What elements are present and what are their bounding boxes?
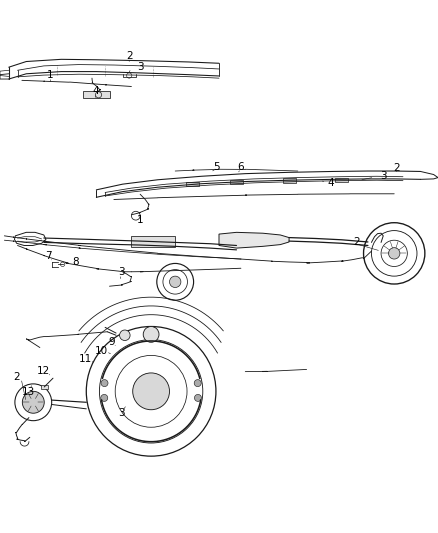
Text: 2: 2 bbox=[353, 237, 360, 247]
Text: 10: 10 bbox=[95, 345, 108, 356]
Bar bbox=[131, 236, 175, 247]
Text: 9: 9 bbox=[108, 337, 115, 347]
Circle shape bbox=[389, 248, 400, 259]
Text: 3: 3 bbox=[380, 171, 387, 181]
Text: 3: 3 bbox=[118, 408, 125, 418]
Text: 2: 2 bbox=[126, 51, 133, 61]
Circle shape bbox=[170, 276, 181, 287]
Text: 2: 2 bbox=[13, 372, 20, 382]
Circle shape bbox=[194, 394, 201, 401]
Text: 4: 4 bbox=[327, 178, 334, 188]
Text: 3: 3 bbox=[118, 267, 125, 277]
Text: 12: 12 bbox=[37, 366, 50, 376]
Bar bbox=[335, 177, 348, 182]
Circle shape bbox=[22, 391, 44, 413]
Text: 5: 5 bbox=[213, 161, 220, 172]
Text: 1: 1 bbox=[47, 70, 54, 80]
Text: 11: 11 bbox=[79, 354, 92, 365]
Circle shape bbox=[194, 379, 201, 386]
Text: 8: 8 bbox=[72, 257, 79, 267]
Polygon shape bbox=[219, 232, 289, 248]
Circle shape bbox=[143, 327, 159, 342]
Text: 7: 7 bbox=[45, 251, 52, 261]
Circle shape bbox=[120, 330, 130, 341]
Text: 6: 6 bbox=[237, 161, 244, 172]
Bar bbox=[41, 385, 48, 389]
Circle shape bbox=[101, 394, 108, 401]
Text: 4: 4 bbox=[92, 86, 99, 96]
Circle shape bbox=[133, 373, 170, 410]
Text: 1: 1 bbox=[137, 215, 144, 224]
Bar bbox=[186, 182, 199, 187]
Circle shape bbox=[101, 379, 108, 386]
Bar bbox=[83, 91, 110, 98]
Text: 2: 2 bbox=[393, 164, 400, 173]
Bar bbox=[283, 179, 296, 183]
Bar bbox=[230, 180, 243, 184]
Text: 3: 3 bbox=[137, 62, 144, 72]
Text: 13: 13 bbox=[22, 387, 35, 397]
